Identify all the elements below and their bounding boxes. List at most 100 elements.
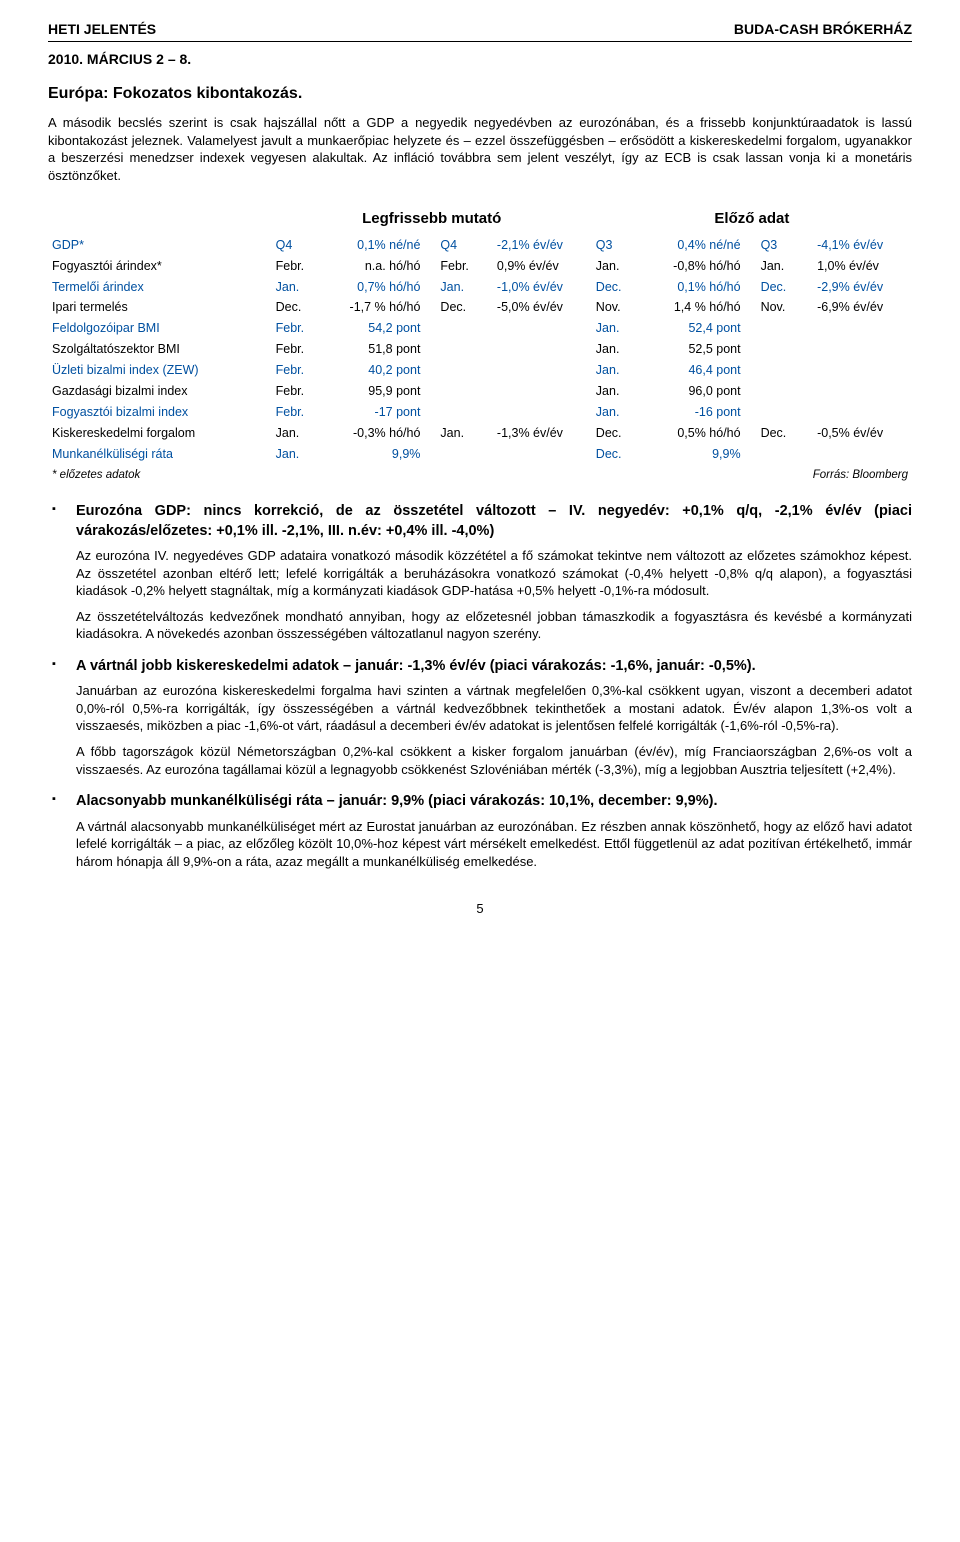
period-latest-2 <box>436 402 493 423</box>
value-prev-2 <box>813 360 912 381</box>
row-label: Gazdasági bizalmi index <box>48 381 272 402</box>
bullet-body: Az eurozóna IV. negyedéves GDP adataira … <box>76 547 912 643</box>
period-prev-1: Jan. <box>592 318 649 339</box>
value-prev-2: -6,9% év/év <box>813 297 912 318</box>
value-latest-1: -1,7 % hó/hó <box>328 297 436 318</box>
bullet-heading: Eurozóna GDP: nincs korrekció, de az öss… <box>76 502 912 541</box>
report-header: HETI JELENTÉS BUDA-CASH BRÓKERHÁZ <box>48 20 912 39</box>
period-prev-1: Jan. <box>592 256 649 277</box>
period-prev-2 <box>757 444 814 465</box>
row-label: Üzleti bizalmi index (ZEW) <box>48 360 272 381</box>
row-label: Ipari termelés <box>48 297 272 318</box>
period-prev-2: Dec. <box>757 423 814 444</box>
value-prev-2: -0,5% év/év <box>813 423 912 444</box>
bullet-heading: A vártnál jobb kiskereskedelmi adatok – … <box>76 657 912 677</box>
value-prev-2: -2,9% év/év <box>813 277 912 298</box>
value-latest-1: 95,9 pont <box>328 381 436 402</box>
th-prev: Előző adat <box>592 203 912 235</box>
value-latest-2: -1,0% év/év <box>493 277 592 298</box>
period-prev-2 <box>757 381 814 402</box>
table-row: Fogyasztói árindex*Febr.n.a. hó/hóFebr.0… <box>48 256 912 277</box>
period-latest-1: Febr. <box>272 339 329 360</box>
value-prev-1: 1,4 % hó/hó <box>648 297 756 318</box>
table-row: Termelői árindexJan.0,7% hó/hóJan.-1,0% … <box>48 277 912 298</box>
table-row: Kiskereskedelmi forgalomJan.-0,3% hó/hóJ… <box>48 423 912 444</box>
table-row: Feldolgozóipar BMIFebr.54,2 pont Jan.52,4… <box>48 318 912 339</box>
value-latest-1: -17 pont <box>328 402 436 423</box>
intro-paragraph: A második becslés szerint is csak hajszá… <box>48 114 912 184</box>
th-latest: Legfrissebb mutató <box>272 203 592 235</box>
period-latest-1: Jan. <box>272 423 329 444</box>
period-latest-2: Dec. <box>436 297 493 318</box>
header-rule <box>48 41 912 42</box>
value-latest-2 <box>493 318 592 339</box>
period-latest-2 <box>436 318 493 339</box>
period-prev-1: Dec. <box>592 277 649 298</box>
period-latest-1: Febr. <box>272 381 329 402</box>
value-prev-1: 52,4 pont <box>648 318 756 339</box>
footnote-right: Forrás: Bloomberg <box>813 468 908 484</box>
period-latest-2 <box>436 381 493 402</box>
period-latest-1: Febr. <box>272 402 329 423</box>
period-prev-2: Q3 <box>757 235 814 256</box>
period-prev-1: Dec. <box>592 423 649 444</box>
value-latest-1: 54,2 pont <box>328 318 436 339</box>
section-title: Európa: Fokozatos kibontakozás. <box>48 83 912 105</box>
period-latest-1: Febr. <box>272 318 329 339</box>
header-left: HETI JELENTÉS <box>48 20 156 39</box>
row-label: Termelői árindex <box>48 277 272 298</box>
value-latest-2 <box>493 360 592 381</box>
page-number: 5 <box>48 900 912 918</box>
bullet-paragraph: Az összetételváltozás kedvezőnek mondhat… <box>76 608 912 643</box>
value-prev-2 <box>813 318 912 339</box>
value-prev-1: 52,5 pont <box>648 339 756 360</box>
period-latest-1: Jan. <box>272 444 329 465</box>
value-latest-1: -0,3% hó/hó <box>328 423 436 444</box>
period-prev-1: Jan. <box>592 402 649 423</box>
th-blank <box>48 203 272 235</box>
period-latest-2: Febr. <box>436 256 493 277</box>
period-prev-2 <box>757 339 814 360</box>
value-latest-1: 9,9% <box>328 444 436 465</box>
value-latest-2: -5,0% év/év <box>493 297 592 318</box>
value-latest-2: -2,1% év/év <box>493 235 592 256</box>
value-prev-2: -4,1% év/év <box>813 235 912 256</box>
bullet-item: Eurozóna GDP: nincs korrekció, de az öss… <box>48 502 912 643</box>
period-latest-2 <box>436 339 493 360</box>
value-latest-1: 0,7% hó/hó <box>328 277 436 298</box>
table-row: Üzleti bizalmi index (ZEW)Febr.40,2 pont… <box>48 360 912 381</box>
bullet-paragraph: Az eurozóna IV. negyedéves GDP adataira … <box>76 547 912 600</box>
period-latest-1: Febr. <box>272 360 329 381</box>
period-prev-2 <box>757 360 814 381</box>
value-prev-2 <box>813 444 912 465</box>
bullet-heading: Alacsonyabb munkanélküliségi ráta – janu… <box>76 792 912 812</box>
row-label: Feldolgozóipar BMI <box>48 318 272 339</box>
value-prev-2 <box>813 339 912 360</box>
value-latest-1: 0,1% né/né <box>328 235 436 256</box>
value-latest-1: 40,2 pont <box>328 360 436 381</box>
period-prev-2: Nov. <box>757 297 814 318</box>
bullet-list: Eurozóna GDP: nincs korrekció, de az öss… <box>48 502 912 870</box>
indicator-table: Legfrissebb mutató Előző adat GDP*Q40,1%… <box>48 203 912 465</box>
bullet-item: Alacsonyabb munkanélküliségi ráta – janu… <box>48 792 912 870</box>
value-latest-2: 0,9% év/év <box>493 256 592 277</box>
period-latest-2: Jan. <box>436 277 493 298</box>
period-latest-1: Q4 <box>272 235 329 256</box>
period-latest-1: Jan. <box>272 277 329 298</box>
bullet-item: A vártnál jobb kiskereskedelmi adatok – … <box>48 657 912 778</box>
period-prev-1: Jan. <box>592 360 649 381</box>
period-latest-1: Febr. <box>272 256 329 277</box>
period-latest-2: Jan. <box>436 423 493 444</box>
value-prev-1: 96,0 pont <box>648 381 756 402</box>
period-prev-1: Nov. <box>592 297 649 318</box>
value-latest-2 <box>493 339 592 360</box>
value-prev-1: 0,4% né/né <box>648 235 756 256</box>
bullet-paragraph: Januárban az eurozóna kiskereskedelmi fo… <box>76 682 912 735</box>
period-prev-2 <box>757 318 814 339</box>
report-date: 2010. MÁRCIUS 2 – 8. <box>48 50 912 69</box>
row-label: Szolgáltatószektor BMI <box>48 339 272 360</box>
value-latest-1: 51,8 pont <box>328 339 436 360</box>
table-row: Szolgáltatószektor BMIFebr.51,8 pontJan.… <box>48 339 912 360</box>
bullet-body: A vártnál alacsonyabb munkanélküliséget … <box>76 818 912 871</box>
value-prev-1: 46,4 pont <box>648 360 756 381</box>
